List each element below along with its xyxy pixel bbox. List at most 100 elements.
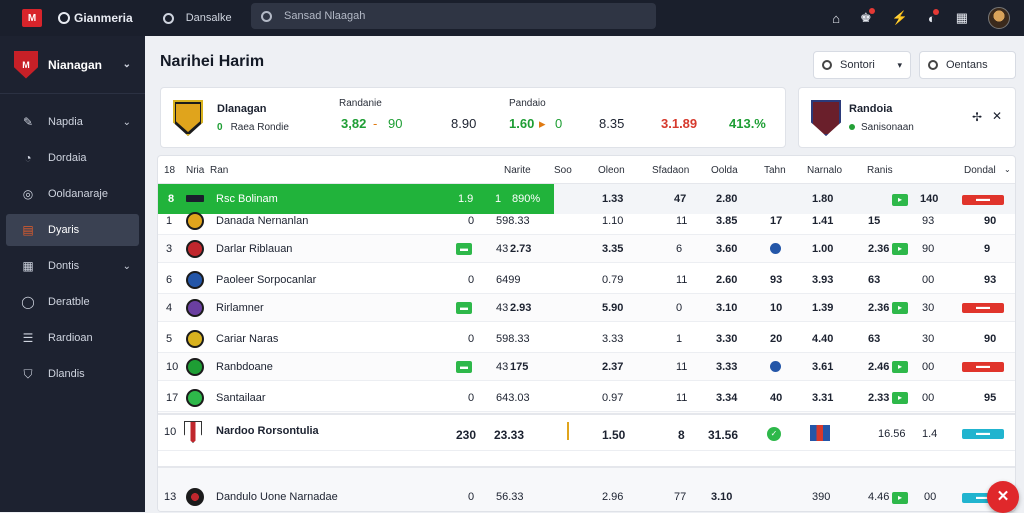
status-pill[interactable]: ▬▬ — [962, 195, 1004, 205]
table-icon: ▦ — [22, 259, 34, 273]
alert-icon[interactable]: ◐ — [927, 8, 939, 26]
row-team-name: Rsc Bolinam — [216, 193, 278, 205]
info-icon[interactable] — [770, 243, 781, 254]
row-team-name: Rirlamner — [216, 302, 264, 314]
row-value: 93 — [922, 215, 935, 227]
col-played[interactable]: Narite — [504, 165, 531, 176]
row-value: 11 — [676, 392, 688, 404]
stat-value: 8.90 — [451, 116, 477, 131]
row-value: 1.33 — [602, 193, 624, 205]
avatar[interactable] — [988, 7, 1010, 29]
brand[interactable]: Gianmeria — [58, 11, 133, 25]
gauge-icon: ◔ — [24, 151, 32, 165]
col-oolda[interactable]: Oolda — [711, 165, 738, 176]
chevron-down-icon[interactable]: ⌄ — [1004, 165, 1011, 174]
col-stadion[interactable]: Sfadaon — [652, 165, 690, 176]
sidebar-item-napdia[interactable]: ✎ Napdia ⌄ — [6, 106, 139, 138]
close-fab-button[interactable]: ✕ — [987, 481, 1019, 513]
row-value: 4.46 — [868, 491, 890, 503]
table-row[interactable] — [158, 384, 1015, 412]
filter-dropdown[interactable]: Sontori ▾ — [813, 51, 911, 79]
row-value: 40 — [770, 392, 783, 404]
club-crest-icon — [184, 421, 202, 443]
col-badge[interactable]: Nria — [186, 165, 205, 176]
col-oleon[interactable]: Oleon — [598, 165, 625, 176]
pin-icon[interactable]: ✢ — [972, 110, 983, 124]
row-value: 1.9 — [458, 193, 474, 205]
col-narnalo[interactable]: Narnalo — [807, 165, 843, 176]
clock-icon — [162, 12, 174, 24]
home-icon[interactable]: ⌂ — [832, 10, 840, 26]
sidebar-item-deratble[interactable]: ◯ Deratble — [6, 286, 139, 318]
table-row-highlight[interactable] — [158, 184, 554, 214]
row-value: 2.36 — [868, 243, 890, 255]
sidebar-header[interactable]: M Nianagan ⌄ — [0, 36, 145, 94]
row-value: 3.60 — [716, 243, 738, 255]
sidebar-item-rardioan[interactable]: ☰ Rardioan — [6, 322, 139, 354]
col-rank[interactable]: 18 — [164, 165, 176, 176]
row-value: 598.33 — [496, 215, 530, 227]
row-value: 15 — [868, 215, 881, 227]
stat-dash: - — [373, 116, 378, 131]
row-value: 93 — [984, 274, 997, 286]
status-pill[interactable]: ▬▬ — [962, 429, 1004, 439]
sidebar: M Nianagan ⌄ ✎ Napdia ⌄ ◔ Dordaia ◎ Ooldanaraj… — [0, 36, 145, 512]
row-team-name: Nardoo Rorsontulia — [216, 425, 319, 437]
row-value: 10 — [770, 302, 783, 314]
search-input[interactable]: Sansad Nlaagah — [251, 3, 656, 29]
table-row[interactable] — [158, 266, 1015, 294]
table-row[interactable] — [158, 207, 1015, 235]
club-crest-icon — [186, 212, 204, 230]
row-value: 95 — [984, 392, 997, 404]
sidebar-item-label: Deratble — [48, 296, 90, 308]
nav-dashboard[interactable]: Dansalke — [162, 12, 232, 24]
sidebar-item-label: Rardioan — [48, 332, 93, 344]
col-ranis[interactable]: Ranis — [867, 165, 893, 176]
close-icon[interactable]: ✕ — [992, 109, 1003, 123]
row-value: 2.80 — [716, 193, 738, 205]
notification-icon[interactable]: ♚ — [860, 8, 875, 25]
status-pill[interactable]: ▬▬ — [962, 493, 1004, 503]
col-team[interactable]: Ran — [210, 165, 229, 176]
table-row[interactable] — [158, 294, 1015, 322]
table-row[interactable] — [158, 235, 1015, 263]
chevron-down-icon: ⌄ — [122, 59, 131, 70]
row-value: 31.56 — [708, 428, 739, 442]
club-logo-icon: M — [14, 50, 38, 79]
bolt-icon[interactable]: ⚡ — [891, 10, 908, 25]
sidebar-item-dlandis[interactable]: ⛉ Dlandis — [6, 358, 139, 390]
table-row[interactable] — [158, 353, 1015, 381]
row-value: 2.37 — [602, 361, 624, 373]
team-flag-icon — [186, 195, 204, 202]
info-icon[interactable] — [770, 361, 781, 372]
row-value: 43 — [496, 302, 509, 314]
row-value: 0 — [468, 215, 475, 227]
win-icon: ▸ — [892, 361, 908, 373]
grid-icon[interactable]: ▦ — [955, 10, 968, 25]
team-sub: Sanisonaan — [861, 122, 914, 133]
status-pill[interactable]: ▬▬ — [962, 362, 1004, 372]
row-value: 1.41 — [812, 215, 834, 227]
status-pill[interactable]: ▬▬ — [962, 303, 1004, 313]
table-row[interactable] — [158, 325, 1015, 353]
col-dondal[interactable]: Dondal — [964, 165, 996, 176]
table-row-featured[interactable] — [158, 413, 1015, 451]
col-soo[interactable]: Soo — [554, 165, 572, 176]
app-logo-icon[interactable]: M — [22, 9, 42, 27]
table-row[interactable] — [158, 466, 1015, 511]
filter-label: Sontori — [840, 59, 875, 71]
sidebar-item-dontis[interactable]: ▦ Dontis ⌄ — [6, 250, 139, 282]
sidebar-item-ooldanaraje[interactable]: ◎ Ooldanaraje — [6, 178, 139, 210]
filter-search[interactable]: Oentans — [919, 51, 1016, 79]
stat-value: 1.60 — [509, 116, 535, 131]
row-value: 2.73 — [510, 243, 532, 255]
col-tahn[interactable]: Tahn — [764, 165, 786, 176]
table-header: 18 Nria Ran Narite Soo Oleon Sfadaon Ool… — [158, 156, 1015, 184]
team-sub-num: 0 — [217, 122, 223, 133]
row-rank: 5 — [166, 333, 173, 345]
row-value: 175 — [510, 361, 529, 373]
sidebar-item-dordaia[interactable]: ◔ Dordaia — [6, 142, 139, 174]
search-icon — [261, 10, 272, 22]
win-icon: ▸ — [892, 194, 908, 206]
sidebar-item-dyaris[interactable]: ▤ Dyaris — [6, 214, 139, 246]
